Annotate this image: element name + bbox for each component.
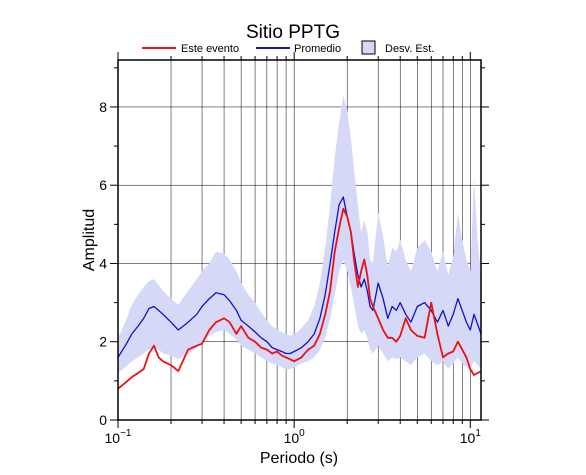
y-tick-label: 4 [99,255,107,271]
series-layer [118,196,481,390]
std-band [118,95,481,373]
x-tick-label: 101 [460,428,482,446]
chart-title: Sitio PPTG [246,22,340,43]
y-tick-label: 8 [99,99,107,115]
y-tick-label: 0 [99,412,107,428]
y-axis-label: Amplitud [81,209,98,271]
legend-label-promedio: Promedio [294,43,341,55]
x-tick-label-exponent: 0 [299,428,305,439]
plot-frame [117,59,482,421]
legend-label-desv-est: Desv. Est. [385,43,434,55]
x-tick-labels: 10−1 100 101 [105,428,482,446]
x-tick-label: 100 [284,428,306,446]
y-tick-labels: 0 2 4 6 8 [99,99,107,428]
x-tick-label-base: 10 [284,430,300,446]
legend-swatch-desv-est [361,40,376,55]
axes [110,52,489,428]
series-line-promedio [118,196,481,358]
x-tick-label-exponent: −1 [120,428,132,439]
std-band-layer [118,95,481,373]
x-tick-label-base: 10 [460,430,476,446]
x-tick-label: 10−1 [105,428,132,446]
y-tick-label: 6 [99,177,107,193]
series-line-este-evento [118,207,481,390]
x-tick-label-exponent: 1 [475,428,481,439]
y-tick-label: 2 [99,334,107,350]
legend-label-este-evento: Este evento [181,43,239,55]
x-tick-label-base: 10 [105,430,121,446]
x-axis-label: Periodo (s) [260,450,338,467]
legend: Este evento Promedio Desv. Est. [142,40,434,55]
